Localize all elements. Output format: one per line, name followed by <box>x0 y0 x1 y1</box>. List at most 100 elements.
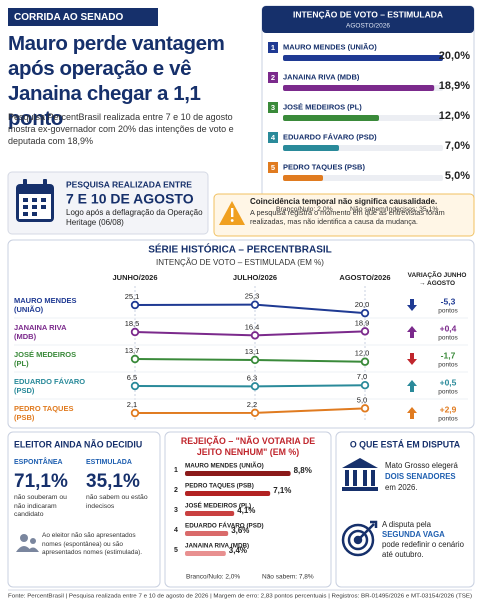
bar <box>185 471 291 476</box>
point-label: 18,5 <box>125 319 140 328</box>
rank: 2 <box>174 487 178 494</box>
change-label: -1,7 <box>441 350 456 360</box>
point <box>250 355 260 365</box>
rank-badge <box>268 42 278 53</box>
series-name: EDUARDO FÁVARO (PSD) <box>14 377 86 395</box>
undecided-label: ESPONTÂNEA <box>14 457 63 466</box>
tag: CORRIDA AO SENADO <box>14 12 123 23</box>
footnote: Não sabem: 7,8% <box>262 574 314 581</box>
series-subtitle: INTENÇÃO DE VOTO – ESTIMULADA (EM %) <box>156 258 324 267</box>
stakes-panel <box>335 431 475 588</box>
point <box>360 327 370 336</box>
point-label: 2,2 <box>247 400 257 409</box>
point-label: 25,3 <box>245 292 260 301</box>
candidate-name: PEDRO TAQUES (PSB) <box>283 162 365 171</box>
undecided-label: ESTIMULADA <box>86 459 132 466</box>
bar <box>185 551 226 556</box>
fieldwork-label: PESQUISA REALIZADA ENTRE <box>66 179 192 189</box>
change-label: +0,5 <box>440 377 457 387</box>
stakes-part: SEGUNDA VAGA <box>382 530 445 539</box>
rank: 5 <box>174 547 178 554</box>
fieldwork-note: Logo após a deflagração da Operação Heri… <box>66 208 203 227</box>
fieldwork-dates: 7 E 10 DE AGOSTO <box>66 191 194 207</box>
footnote: Branco/Nulo: 2,0% <box>186 574 240 581</box>
point-label: 20,0 <box>355 300 370 309</box>
stakes-part: pode redefinir o cenário até outubro. <box>382 540 464 559</box>
caution-box <box>213 193 475 237</box>
value-label: 7,1% <box>273 486 291 495</box>
rank: 4 <box>174 527 178 534</box>
x-label: AGOSTO/2026 <box>339 273 390 282</box>
value-label: 3,4% <box>229 546 247 555</box>
point <box>130 354 140 364</box>
change-unit: pontos <box>438 389 458 396</box>
value-label: 7,0% <box>445 140 470 152</box>
stakes-line: DOIS SENADORES <box>385 472 456 481</box>
candidate-name: PEDRO TAQUES (PSB) <box>185 483 254 490</box>
bar <box>185 491 271 496</box>
point <box>250 382 260 391</box>
point <box>130 408 140 418</box>
change-title: VARIAÇÃO JUNHO → AGOSTO <box>407 272 467 287</box>
undecided-text: não sabem ou estão indecisos <box>86 494 148 510</box>
panel-subtitle: AGOSTO/2026 <box>346 23 390 30</box>
rank-badge <box>268 162 278 173</box>
footnote: Não sabem/Indecisos: 35,1% <box>350 206 438 213</box>
point <box>360 404 370 413</box>
point-label: 16,4 <box>245 322 260 331</box>
rank: 3 <box>174 507 178 514</box>
undecided-value: 71,1% <box>14 471 68 492</box>
caution-title: Coincidência temporal não significa caus… <box>250 197 438 206</box>
change-arrow <box>407 326 417 338</box>
value-label: 12,0% <box>439 110 470 122</box>
bar <box>283 55 443 61</box>
stakes-line: em 2026. <box>385 483 418 492</box>
caution-text: A pesquisa registra o momento em que as … <box>250 208 445 226</box>
x-label: JULHO/2026 <box>233 273 277 282</box>
target-icon <box>341 520 378 557</box>
point <box>130 381 140 391</box>
stakes-text: A disputa pela SEGUNDA VAGA pode redefinir… <box>382 520 470 560</box>
rank-badge <box>268 102 278 113</box>
value-label: 5,0% <box>445 170 470 182</box>
vote-panel-header <box>262 6 474 33</box>
change-unit: pontos <box>438 308 458 315</box>
point <box>360 357 370 366</box>
point-label: 7,0 <box>357 372 367 381</box>
point-label: 6,5 <box>127 373 137 382</box>
tag-bg <box>8 8 158 26</box>
change-arrow <box>407 380 417 392</box>
x-label: JUNHO/2026 <box>112 273 157 282</box>
change-unit: pontos <box>438 335 458 342</box>
point <box>130 300 140 310</box>
undecided-note: Ao eleitor não são apresentados nomes (e… <box>42 532 143 556</box>
fieldwork-box <box>7 171 209 235</box>
candidate-name: JANAINA RIVA (MDB) <box>283 72 360 81</box>
subtitle: Pesquisa PercentBrasil realizada entre 7… <box>8 112 234 146</box>
undecided-text: não souberam ou não indicaram candidato <box>14 494 67 518</box>
value-label: 3,6% <box>231 526 249 535</box>
headline: Mauro perde vantagem após operação e vê … <box>8 32 225 130</box>
point <box>250 408 260 418</box>
candidate-name: JOSÉ MEDEIROS (PL) <box>185 501 251 510</box>
undecided-panel <box>7 431 161 588</box>
change-arrow <box>407 353 417 365</box>
stakes-title: O QUE ESTÁ EM DISPUTA <box>350 439 461 449</box>
value-label: 4,1% <box>237 506 255 515</box>
change-label: +0,4 <box>440 323 457 333</box>
value-label: 18,9% <box>439 80 470 92</box>
rejection-title: REJEIÇÃO – "NÃO VOTARIA DE JEITO NENHUM"… <box>180 436 316 457</box>
point-label: 18,9 <box>355 318 370 327</box>
rank-badge <box>268 132 278 143</box>
bar <box>185 511 235 516</box>
rank: 3 <box>271 103 275 112</box>
rank-badge <box>268 72 278 83</box>
calendar-icon <box>16 179 54 222</box>
point <box>360 381 370 390</box>
rejection-panel <box>164 431 332 588</box>
point <box>130 327 140 337</box>
series-name: JOSÉ MEDEIROS (PL) <box>14 350 77 368</box>
